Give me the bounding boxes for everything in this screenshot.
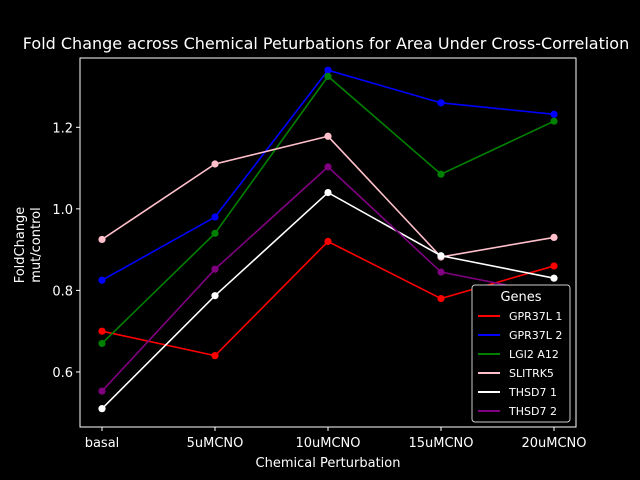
legend-label: THSD7 2 [508, 405, 557, 418]
data-point-thsd7-2 [98, 387, 106, 395]
y-axis: 0.6 0.8 1.0 1.2 [52, 121, 80, 381]
x-tick-label: 15uMCNO [408, 436, 473, 451]
data-point-lgi2-a12 [324, 72, 332, 80]
data-point-gpr37l-1 [324, 237, 332, 246]
data-point-gpr37l-1 [437, 294, 445, 303]
data-point-lgi2-a12 [211, 229, 219, 237]
series-gpr37l-2 [98, 66, 558, 284]
y-tick-label: 0.8 [52, 284, 73, 299]
legend-item-gpr37l-1: GPR37L 1 [478, 310, 562, 323]
data-point-thsd7-1 [550, 274, 558, 282]
data-point-lgi2-a12 [98, 339, 106, 348]
legend-label: GPR37L 2 [509, 329, 562, 342]
x-axis-label: Chemical Perturbation [256, 456, 401, 471]
data-point-thsd7-1 [211, 292, 219, 300]
data-point-gpr37l-1 [550, 262, 558, 270]
legend-item-lgi2-a12: LGI2 A12 [478, 348, 559, 361]
data-point-thsd7-1 [437, 252, 445, 260]
data-point-slitrk5 [324, 132, 332, 140]
data-point-thsd7-1 [324, 188, 332, 197]
series-thsd7-1 [98, 188, 558, 413]
data-point-slitrk5 [211, 160, 219, 168]
x-tick-label: 10uMCNO [295, 436, 360, 451]
legend-item-thsd7-2: THSD7 2 [478, 405, 557, 418]
data-point-gpr37l-1 [211, 352, 219, 360]
legend-label: LGI2 A12 [509, 348, 559, 361]
data-point-gpr37l-1 [98, 327, 106, 335]
legend-box [471, 284, 571, 423]
data-point-thsd7-2 [324, 163, 332, 171]
legend-label: SLITRK5 [509, 367, 554, 380]
x-tick-label: basal [85, 436, 120, 451]
legend-label: THSD7 1 [508, 386, 557, 399]
data-point-gpr37l-2 [550, 110, 558, 118]
data-point-slitrk5 [550, 233, 558, 242]
data-point-thsd7-2 [437, 268, 445, 276]
x-tick-label: 5uMCNO [187, 436, 244, 451]
data-point-slitrk5 [98, 235, 106, 244]
y-tick-label: 1.0 [52, 203, 73, 218]
data-point-gpr37l-2 [324, 66, 332, 74]
legend-title: Genes [500, 290, 541, 305]
y-tick-label: 1.2 [52, 121, 73, 136]
data-point-gpr37l-2 [437, 99, 445, 107]
data-point-lgi2-a12 [550, 117, 558, 125]
data-point-thsd7-2 [211, 265, 219, 273]
series-lgi2-a12 [98, 72, 558, 348]
y-axis-label-line1: FoldChange [13, 207, 28, 284]
x-axis: basal 5uMCNO 10uMCNO 15uMCNO 20uMCNO [85, 427, 587, 451]
data-point-thsd7-1 [98, 405, 106, 413]
data-point-gpr37l-2 [98, 276, 106, 284]
y-tick-label: 0.6 [52, 366, 73, 381]
chart-title: Fold Change across Chemical Peturbations… [23, 34, 629, 53]
legend-label: GPR37L 1 [509, 310, 562, 323]
legend-item-slitrk5: SLITRK5 [478, 367, 554, 380]
y-axis-label-line2: mut/control [29, 207, 44, 282]
y-axis-label: FoldChange mut/control [13, 207, 44, 284]
x-tick-label: 20uMCNO [521, 436, 586, 451]
legend-item-thsd7-1: THSD7 1 [478, 386, 557, 399]
legend: Genes GPR37L 1 GPR37L 2 LGI2 A12 SLITRK5 THS… [471, 284, 571, 423]
data-point-gpr37l-2 [211, 213, 219, 221]
legend-item-gpr37l-2: GPR37L 2 [478, 329, 562, 342]
data-point-lgi2-a12 [437, 170, 445, 178]
